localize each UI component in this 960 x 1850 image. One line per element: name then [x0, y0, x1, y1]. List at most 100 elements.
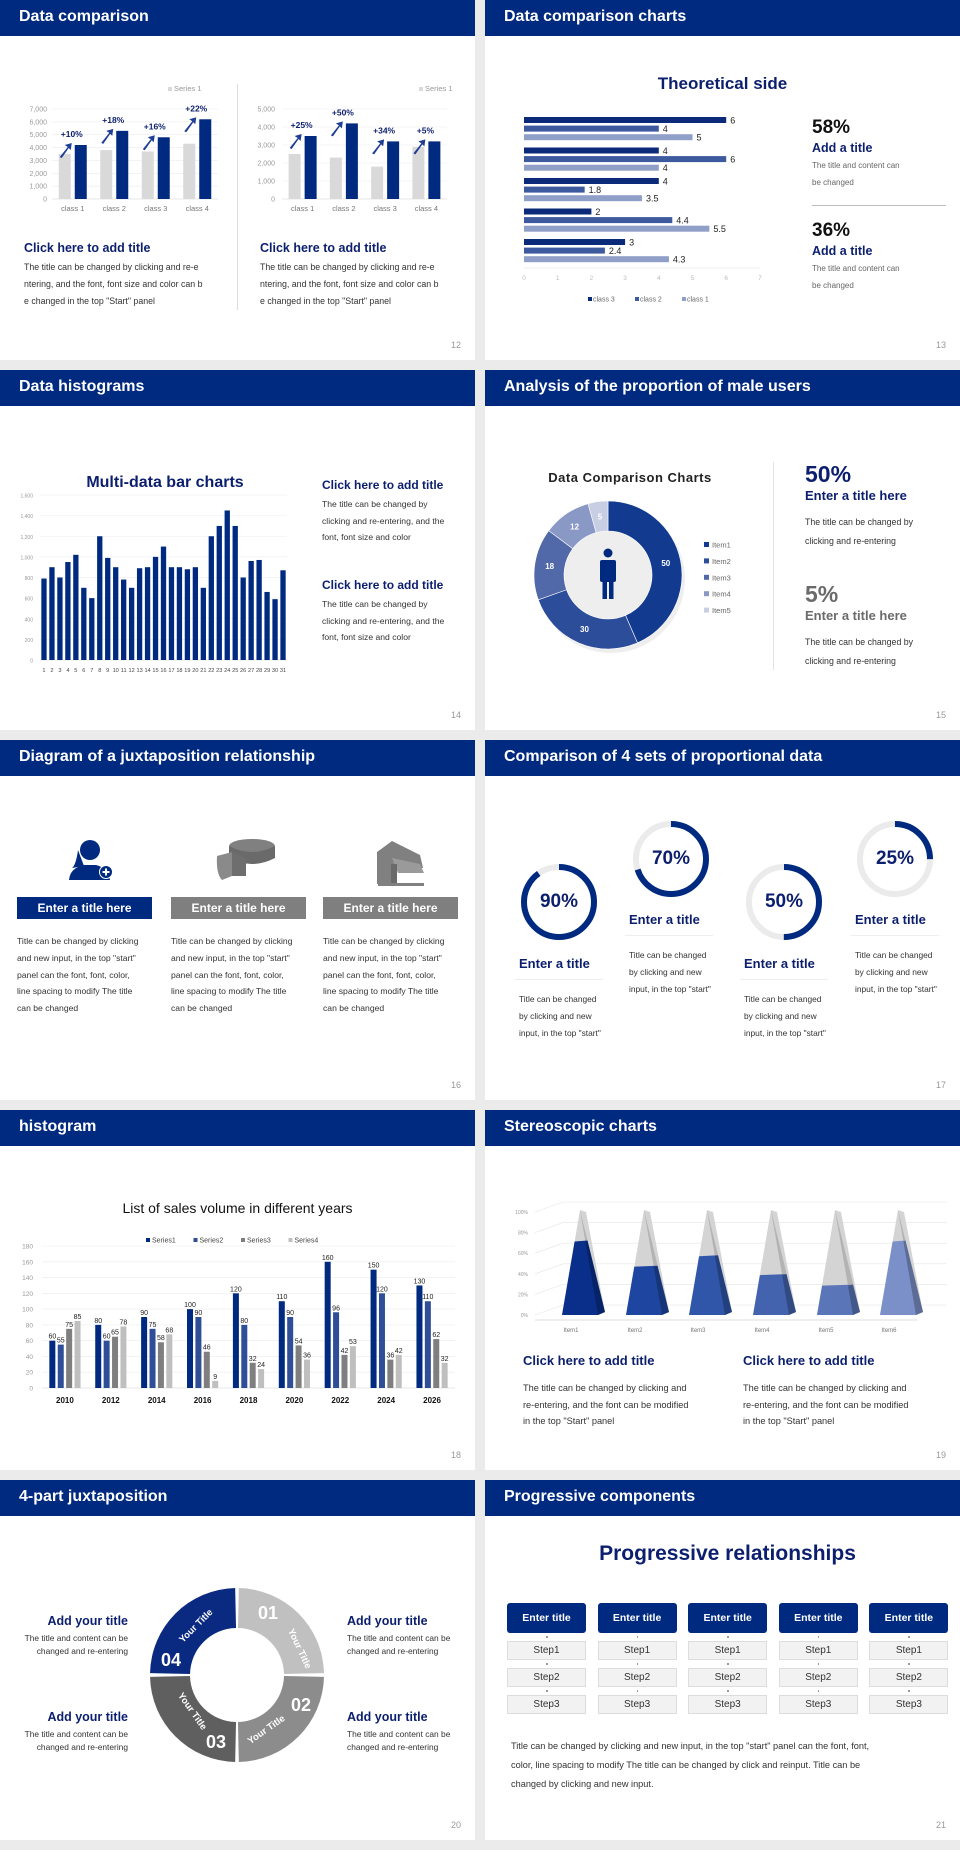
gauge-value: 25%: [875, 848, 915, 869]
bar: [428, 141, 441, 199]
bar: [97, 536, 103, 660]
step-box[interactable]: Step3: [869, 1695, 949, 1714]
step-box[interactable]: Step3: [507, 1695, 586, 1714]
step-box[interactable]: Step3: [597, 1695, 677, 1714]
slide-20[interactable]: 4-part juxtaposition 20 01 Your Title 02 Yo…: [0, 1480, 475, 1840]
slide-12[interactable]: Data comparison 12 0 1,000 2,000 3,000 4,000…: [0, 0, 475, 360]
bar: [524, 178, 659, 184]
data-label: 60: [103, 1334, 111, 1341]
y-tick-label: 1,200: [20, 535, 33, 541]
connector-dot: [727, 1636, 729, 1638]
y-tick-label: 100: [22, 1307, 33, 1314]
connector-dot: [908, 1663, 910, 1665]
step-header[interactable]: Enter title: [688, 1603, 768, 1633]
x-tick-label: 4: [66, 668, 69, 674]
step-box[interactable]: Step2: [869, 1668, 949, 1687]
y-tick-label: 4,000: [257, 125, 275, 132]
x-tick-label: 2022: [331, 1396, 349, 1405]
body-text-line: The title can be changed by: [805, 637, 914, 647]
body-text-line: font, font size and color: [322, 532, 411, 543]
pie-chart-3d-icon: [216, 839, 275, 880]
gridline: [534, 1242, 947, 1254]
step-header[interactable]: Enter title: [778, 1603, 858, 1633]
block-title[interactable]: Add your title: [347, 1710, 428, 1724]
block-title[interactable]: Click here to add title: [523, 1353, 655, 1368]
title-box[interactable]: Enter a title here: [323, 897, 458, 919]
slide-title: 4-part juxtaposition: [19, 1488, 168, 1505]
step-box[interactable]: Step1: [778, 1641, 858, 1660]
segment-number: 01: [258, 1603, 278, 1623]
bar: [524, 164, 659, 171]
gauge-value: 50%: [764, 891, 804, 912]
block-title[interactable]: Click here to add title: [322, 478, 444, 492]
block-title[interactable]: Click here to add title: [24, 241, 151, 255]
slide-15[interactable]: Analysis of the proportion of male users…: [485, 370, 960, 730]
stat-title[interactable]: Add a title: [812, 244, 873, 258]
slide-18[interactable]: histogram 18 Series1 Series2 Series3 Series…: [0, 1110, 475, 1470]
block-title[interactable]: Add your title: [47, 1614, 128, 1628]
item-title[interactable]: Enter a title: [744, 956, 815, 971]
slide-title: Progressive components: [504, 1488, 696, 1505]
stat-title[interactable]: Enter a title here: [805, 488, 907, 503]
x-tick-label: 2016: [194, 1396, 212, 1405]
x-tick-label: class 4: [415, 204, 438, 213]
item-title[interactable]: Enter a title: [855, 912, 926, 927]
step-box[interactable]: Step1: [507, 1641, 586, 1660]
slide-19[interactable]: Stereoscopic charts 19 0% 20% 40% 60% 80% 100…: [485, 1110, 960, 1470]
block-title[interactable]: Click here to add title: [322, 578, 444, 592]
step-box[interactable]: Step1: [869, 1641, 949, 1660]
bar: [183, 143, 196, 199]
male-user-icon: [600, 548, 616, 599]
stat-title[interactable]: Add a title: [812, 141, 873, 155]
bar: [105, 557, 111, 660]
step-box[interactable]: Step2: [688, 1668, 768, 1687]
x-tick-label: 28: [256, 668, 262, 674]
chart-layer: 0% 20% 40% 60% 80% 100% Item1 Item2 Item3 Item4 It…: [515, 1201, 947, 1334]
step-box[interactable]: Step3: [688, 1695, 768, 1714]
step-box[interactable]: Step1: [597, 1641, 677, 1660]
bar: [433, 1339, 440, 1388]
title-box[interactable]: Enter a title here: [171, 897, 306, 919]
block-title[interactable]: Add your title: [347, 1614, 428, 1628]
item-title[interactable]: Enter a title: [629, 912, 700, 927]
pyramid-bar: [626, 1265, 669, 1315]
x-tick-label: 6: [82, 668, 85, 674]
stat-title[interactable]: Enter a title here: [805, 608, 907, 623]
growth-label: +16%: [144, 121, 166, 131]
bar: [81, 587, 87, 660]
step-box[interactable]: Step2: [778, 1668, 858, 1687]
data-label: 96: [332, 1305, 340, 1312]
y-tick-label: 80: [26, 1322, 34, 1329]
step-box[interactable]: Step2: [507, 1668, 586, 1687]
slide-14[interactable]: Data histograms 14 0 200 400 600 800 1,000 1,2…: [0, 370, 475, 730]
x-tick-label: 2010: [56, 1396, 74, 1405]
data-label: 85: [74, 1314, 82, 1321]
slide-21[interactable]: Progressive components 21 Progressive re…: [485, 1480, 960, 1840]
block-title[interactable]: Add your title: [47, 1710, 128, 1724]
title-box[interactable]: Enter a title here: [17, 897, 152, 919]
step-box[interactable]: Step3: [778, 1695, 858, 1714]
legend-label: Series2: [200, 1238, 224, 1245]
x-tick-label: 1: [42, 668, 45, 674]
item-title[interactable]: Enter a title: [519, 956, 590, 971]
y-tick-label: 600: [25, 597, 34, 603]
block-title[interactable]: Click here to add title: [260, 241, 387, 255]
segment-number: 03: [206, 1732, 226, 1752]
slide-16[interactable]: Diagram of a juxtaposition relationship …: [0, 740, 475, 1100]
y-tick-label: 1,000: [20, 555, 33, 561]
step-header[interactable]: Enter title: [507, 1603, 586, 1633]
data-label: 68: [165, 1327, 173, 1334]
step-box[interactable]: Step1: [688, 1641, 768, 1660]
growth-label: +10%: [61, 129, 83, 139]
step-box[interactable]: Step2: [597, 1668, 677, 1687]
slide-13[interactable]: Data comparison charts 13 0 1 2 3 4 5 6 7 6 4 5 4 6 4…: [485, 0, 960, 360]
slide-17[interactable]: Comparison of 4 sets of proportional dat…: [485, 740, 960, 1100]
slide-title: Data comparison charts: [504, 8, 687, 25]
x-tick-label: 0: [522, 275, 526, 282]
block-title[interactable]: Click here to add title: [743, 1353, 875, 1368]
bar: [264, 591, 270, 660]
step-header[interactable]: Enter title: [597, 1603, 677, 1633]
step-header[interactable]: Enter title: [869, 1603, 949, 1633]
donut-slice: [607, 500, 683, 644]
bar: [168, 567, 175, 660]
